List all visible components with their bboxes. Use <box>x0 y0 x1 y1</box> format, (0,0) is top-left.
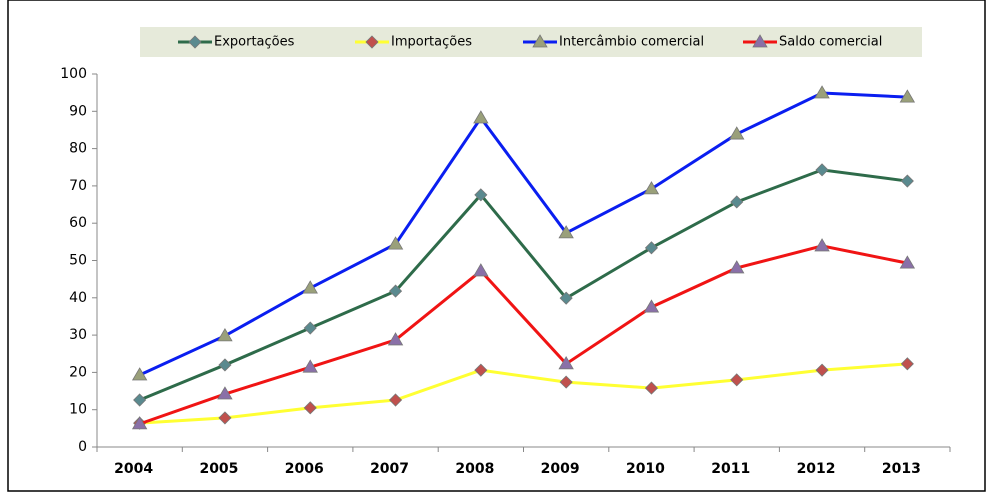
data-point <box>644 241 659 255</box>
series-line <box>139 168 908 402</box>
data-point <box>474 188 488 202</box>
data-point <box>302 280 318 294</box>
x-tick-label: 2006 <box>285 461 324 477</box>
x-tick-label: 2011 <box>711 461 750 477</box>
data-point <box>473 263 489 277</box>
legend-marker <box>752 34 768 48</box>
x-tick-label: 2007 <box>370 461 409 477</box>
data-point <box>815 363 829 377</box>
data-point <box>644 381 659 395</box>
data-point <box>388 284 403 298</box>
data-point <box>217 328 233 342</box>
data-point <box>387 236 404 250</box>
y-tick-label: 30 <box>69 327 87 343</box>
data-point <box>131 416 148 430</box>
data-point <box>559 375 573 389</box>
data-point <box>643 181 660 195</box>
data-point <box>814 238 830 252</box>
series-line <box>139 91 908 377</box>
data-point <box>131 367 148 381</box>
data-point <box>559 291 573 305</box>
y-tick-label: 20 <box>69 364 87 380</box>
data-point <box>729 126 745 140</box>
data-point <box>218 411 232 425</box>
data-point <box>815 163 829 177</box>
legend-marker <box>188 35 202 49</box>
x-tick-label: 2013 <box>882 461 921 477</box>
legend-label: Exportações <box>214 35 295 50</box>
data-point <box>474 363 488 377</box>
x-tick-label: 2005 <box>199 461 238 477</box>
data-point <box>730 195 744 209</box>
data-point <box>643 299 660 313</box>
data-point <box>218 358 232 372</box>
data-point <box>900 357 914 371</box>
data-point <box>558 356 574 370</box>
data-point <box>814 85 830 99</box>
x-tick-label: 2009 <box>541 461 580 477</box>
y-tick-label: 100 <box>60 66 87 82</box>
data-point <box>899 89 916 103</box>
data-point <box>303 321 317 335</box>
y-tick-label: 70 <box>69 178 87 194</box>
data-point <box>133 393 147 407</box>
data-point <box>387 332 404 346</box>
y-tick-label: 0 <box>78 439 87 455</box>
y-tick-label: 10 <box>69 402 87 418</box>
y-tick-label: 50 <box>69 253 87 269</box>
y-tick-label: 80 <box>69 141 87 157</box>
y-tick-label: 60 <box>69 215 87 231</box>
data-point <box>900 174 914 188</box>
legend-label: Intercâmbio comercial <box>559 35 704 50</box>
x-tick-label: 2008 <box>455 461 494 477</box>
legend-marker <box>365 35 379 49</box>
y-tick-label: 90 <box>69 103 87 119</box>
data-point <box>558 225 574 239</box>
legend-label: Importações <box>391 35 472 50</box>
series-line <box>139 362 908 425</box>
x-tick-label: 2010 <box>626 461 665 477</box>
series-line <box>139 244 908 426</box>
data-point <box>473 110 489 124</box>
data-point <box>730 373 744 387</box>
data-point <box>302 359 318 373</box>
data-point <box>899 255 916 269</box>
x-tick-label: 2004 <box>114 461 153 477</box>
data-point <box>388 393 403 407</box>
legend-label: Saldo comercial <box>779 35 882 50</box>
legend-marker <box>532 34 548 48</box>
data-point <box>303 401 317 415</box>
data-point <box>217 386 233 400</box>
data-point <box>729 260 745 274</box>
x-tick-label: 2012 <box>797 461 836 477</box>
y-tick-label: 40 <box>69 290 87 306</box>
